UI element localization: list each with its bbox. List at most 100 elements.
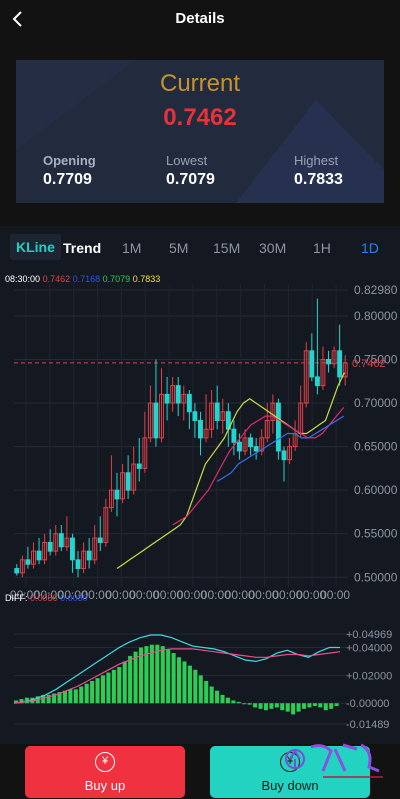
candle-body xyxy=(314,376,320,387)
macd-histogram-bar xyxy=(318,703,323,708)
chart-panel: KLine Trend 1M 5M 15M 30M 1H 1D 0.82980 0… xyxy=(0,226,400,744)
buy-down-button[interactable]: ¥ Buy down xyxy=(210,746,370,798)
macd-histogram-bar xyxy=(144,646,149,704)
ma-yellow-line xyxy=(116,372,346,569)
macd-histogram-bar xyxy=(46,694,51,704)
macd-histogram-bar xyxy=(187,665,192,704)
candle-body xyxy=(237,441,242,452)
back-arrow-icon[interactable] xyxy=(8,8,30,30)
buy-up-button[interactable]: ¥ Buy up xyxy=(25,746,185,798)
card-decoration xyxy=(16,60,384,203)
lowest-value: 0.7079 xyxy=(166,171,215,188)
candle-body xyxy=(131,463,137,491)
candle-body xyxy=(114,489,120,500)
candle-body xyxy=(142,437,148,469)
candle-body xyxy=(186,393,192,413)
diff-legend: DIFF: 0.0056 0.0030 xyxy=(5,593,88,603)
tab-kline[interactable]: KLine xyxy=(10,234,61,260)
candle-body xyxy=(342,362,348,378)
macd-histogram-bar xyxy=(247,703,252,705)
price-tick-label: 0.75000 xyxy=(354,353,398,367)
candle-body xyxy=(47,541,53,552)
macd-histogram-bar xyxy=(166,648,171,704)
candle-body xyxy=(181,393,187,404)
tab-15m[interactable]: 15M xyxy=(213,240,241,256)
macd-histogram-bar xyxy=(84,683,89,704)
kline-chart[interactable]: 0.82980 0.80000 0.75000 0.70000 0.65000 0.600… xyxy=(0,226,400,744)
tab-1h[interactable]: 1H xyxy=(313,240,331,256)
macd-histogram-bar xyxy=(220,694,225,704)
macd-histogram-bar xyxy=(122,661,127,704)
candle-body xyxy=(242,437,248,452)
candle-body xyxy=(214,402,220,421)
macd-tick-label: +0.02000 xyxy=(346,670,392,682)
tab-trend[interactable]: Trend xyxy=(63,240,102,256)
candle-body xyxy=(25,559,31,565)
legend-v2: 0.7168 xyxy=(72,274,101,284)
time-tick-label: 00:00 xyxy=(105,588,135,602)
candle-body xyxy=(36,550,42,561)
time-tick-label: 00:00 xyxy=(320,588,350,602)
tab-1m[interactable]: 1M xyxy=(122,240,142,256)
candle-body xyxy=(159,393,164,439)
tab-30m[interactable]: 30M xyxy=(259,240,287,256)
candle-body xyxy=(220,411,226,421)
macd-histogram-bar xyxy=(24,697,29,704)
candle-body xyxy=(64,537,70,548)
macd-histogram-bar xyxy=(177,657,182,704)
diff-v2: 0.0030 xyxy=(60,593,88,603)
tab-5m[interactable]: 5M xyxy=(169,240,189,256)
time-tick-label: 00:00 xyxy=(58,588,88,602)
macd-tick-label: -0.00000 xyxy=(346,698,389,710)
macd-histogram-bar xyxy=(263,703,269,711)
legend-v4: 0.7833 xyxy=(132,274,161,284)
ma-blue-line xyxy=(216,415,345,482)
candle-body xyxy=(231,428,237,443)
candle-body xyxy=(81,550,87,570)
candle-body xyxy=(136,463,142,469)
candle-body xyxy=(175,385,181,404)
macd-histogram-bar xyxy=(106,672,111,704)
macd-histogram-bar xyxy=(215,690,220,704)
candle-body xyxy=(259,437,265,452)
macd-histogram-bar xyxy=(117,667,122,704)
candle-body xyxy=(303,350,309,404)
macd-histogram-bar xyxy=(79,686,84,704)
candle-body xyxy=(125,472,131,491)
ma-pink-line xyxy=(172,407,345,526)
macd-histogram-bar xyxy=(253,703,258,708)
macd-histogram-bar xyxy=(52,693,57,704)
candle-body xyxy=(42,541,48,561)
price-tick-label: 0.65000 xyxy=(354,440,398,454)
time-tick-label: 00:00 xyxy=(153,588,183,602)
candle-body xyxy=(275,402,281,452)
macd-histogram-bar xyxy=(269,703,274,709)
macd-histogram-bar xyxy=(242,703,247,705)
macd-histogram-bar xyxy=(95,678,100,704)
buy-down-label: Buy down xyxy=(261,778,319,793)
candle-body xyxy=(270,402,276,421)
macd-histogram-bar xyxy=(90,680,95,704)
macd-histogram-bar xyxy=(204,680,209,704)
candle-body xyxy=(31,550,36,565)
buy-up-label: Buy up xyxy=(84,778,126,793)
candle-body xyxy=(309,350,315,378)
candle-body xyxy=(331,350,337,365)
candle-body xyxy=(86,550,92,561)
macd-histogram-bar xyxy=(149,644,154,704)
macd-dea-line xyxy=(13,648,341,704)
diff-label: DIFF: xyxy=(5,593,28,603)
candle-body xyxy=(170,385,176,404)
candle-body xyxy=(281,450,287,461)
time-tick-label: 00:00 xyxy=(201,588,231,602)
current-label: Current xyxy=(159,70,241,97)
candle-body xyxy=(120,472,125,500)
price-tick-label: 0.55000 xyxy=(354,527,398,541)
macd-tick-label: +0.04000 xyxy=(346,643,392,655)
macd-histogram-bar xyxy=(171,653,176,704)
tab-1d[interactable]: 1D xyxy=(361,240,379,256)
candle-body xyxy=(19,559,25,574)
candle-body xyxy=(203,428,209,439)
candle-body xyxy=(153,402,159,439)
